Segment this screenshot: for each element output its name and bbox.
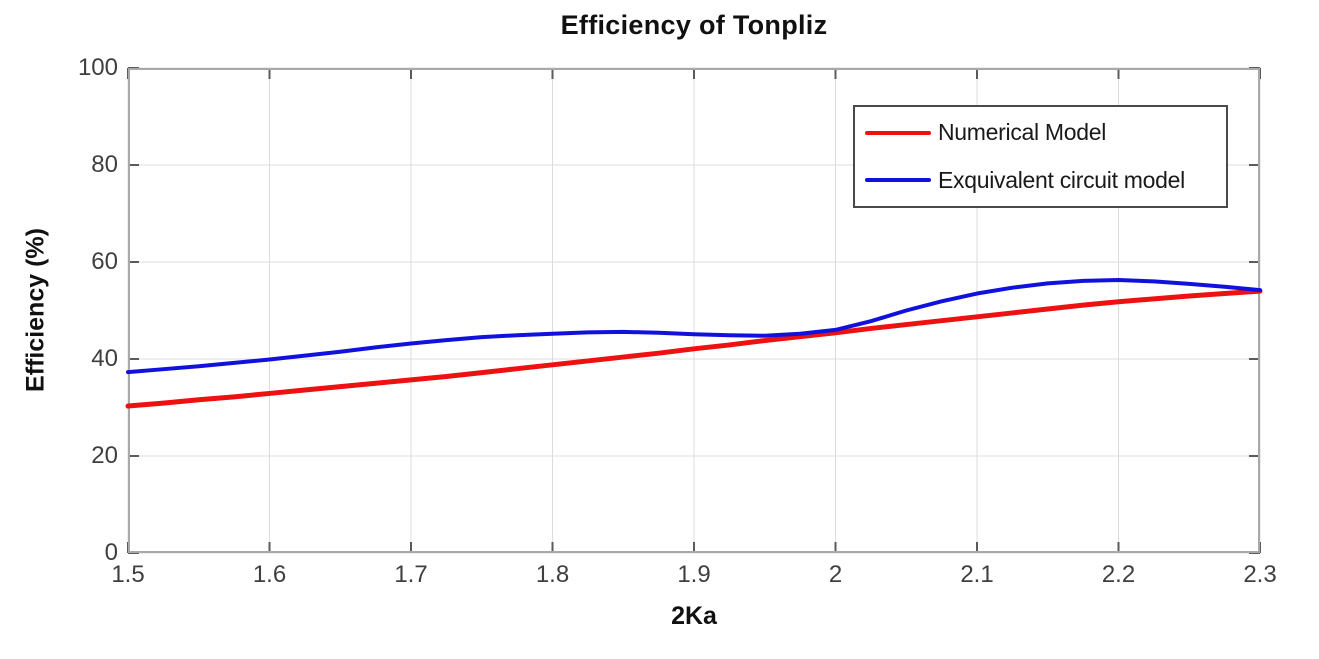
- x-tick-label: 1.5: [111, 561, 145, 588]
- x-tick-label: 1.9: [677, 561, 711, 588]
- chart-title: Efficiency of Tonpliz: [560, 10, 828, 40]
- x-tick-label: 2.1: [960, 561, 994, 588]
- legend: Numerical Model Exquivalent circuit mode…: [853, 105, 1228, 208]
- legend-line-swatch-blue: [865, 178, 931, 183]
- legend-label-numerical-model: Numerical Model: [938, 119, 1107, 146]
- y-tick-label: 0: [104, 539, 118, 566]
- x-tick-label: 2.3: [1243, 561, 1277, 588]
- y-tick-label: 80: [91, 151, 118, 178]
- legend-line-swatch-red: [865, 130, 931, 135]
- y-tick-label: 20: [91, 442, 118, 469]
- y-tick-label: 100: [77, 54, 118, 81]
- x-tick-label: 2: [828, 561, 843, 588]
- axes-box: [128, 68, 1260, 553]
- x-tick-label: 1.6: [252, 561, 287, 588]
- x-tick-label: 1.8: [535, 561, 570, 588]
- x-tick-label: 1.7: [394, 561, 428, 588]
- series-line-1: [126, 277, 1262, 375]
- legend-item-numerical-model: Numerical Model: [865, 111, 1226, 155]
- y-tick-label: 40: [91, 345, 118, 372]
- legend-item-equivalent-circuit-model: Exquivalent circuit model: [865, 158, 1226, 202]
- series-line-0: [125, 288, 1263, 409]
- y-tick-label: 60: [91, 248, 118, 275]
- legend-label-equivalent-circuit-model: Exquivalent circuit model: [938, 166, 1185, 193]
- x-axis-label: 2Ka: [671, 602, 717, 630]
- x-tick-label: 2.2: [1101, 561, 1136, 588]
